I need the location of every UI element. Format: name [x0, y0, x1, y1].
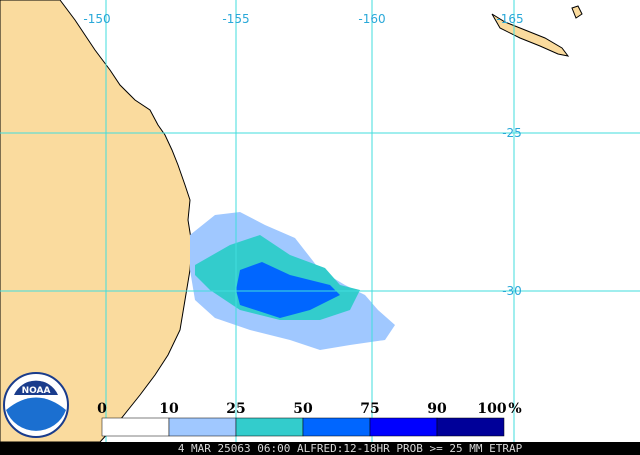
legend-swatch — [369, 417, 438, 437]
lat-label: -30 — [502, 284, 522, 298]
lat-label: -25 — [502, 126, 522, 140]
island — [571, 5, 583, 19]
lon-label: -150 — [83, 12, 110, 26]
legend-label: 90 — [427, 401, 447, 417]
legend-unit: % — [508, 401, 521, 417]
legend-swatch — [101, 417, 170, 437]
legend-swatch — [302, 417, 371, 437]
legend-label: 75 — [360, 401, 379, 417]
legend: 0 10 25 50 75 90 100 — [97, 401, 507, 437]
legend-label: 50 — [293, 401, 313, 417]
lon-label: -160 — [358, 12, 385, 26]
australia — [0, 0, 193, 443]
caption-bar — [0, 442, 640, 455]
lon-label: -165 — [496, 12, 523, 26]
caption: 4 MAR 25063 06:00 ALFRED:12-18HR PROB >=… — [178, 442, 523, 455]
legend-label: 100 — [477, 401, 506, 417]
legend-swatch — [436, 417, 505, 437]
legend-label: 0 — [97, 401, 107, 417]
graticule — [0, 0, 640, 442]
new-caledonia — [491, 13, 570, 57]
prob-50-75 — [236, 262, 340, 318]
legend-swatch — [235, 417, 304, 437]
noaa-logo: NOAA — [3, 372, 69, 438]
legend-swatch — [168, 417, 237, 437]
legend-label: 10 — [159, 401, 179, 417]
legend-label: 25 — [226, 401, 245, 417]
lon-label: -155 — [222, 12, 249, 26]
logo-text: NOAA — [22, 386, 51, 396]
